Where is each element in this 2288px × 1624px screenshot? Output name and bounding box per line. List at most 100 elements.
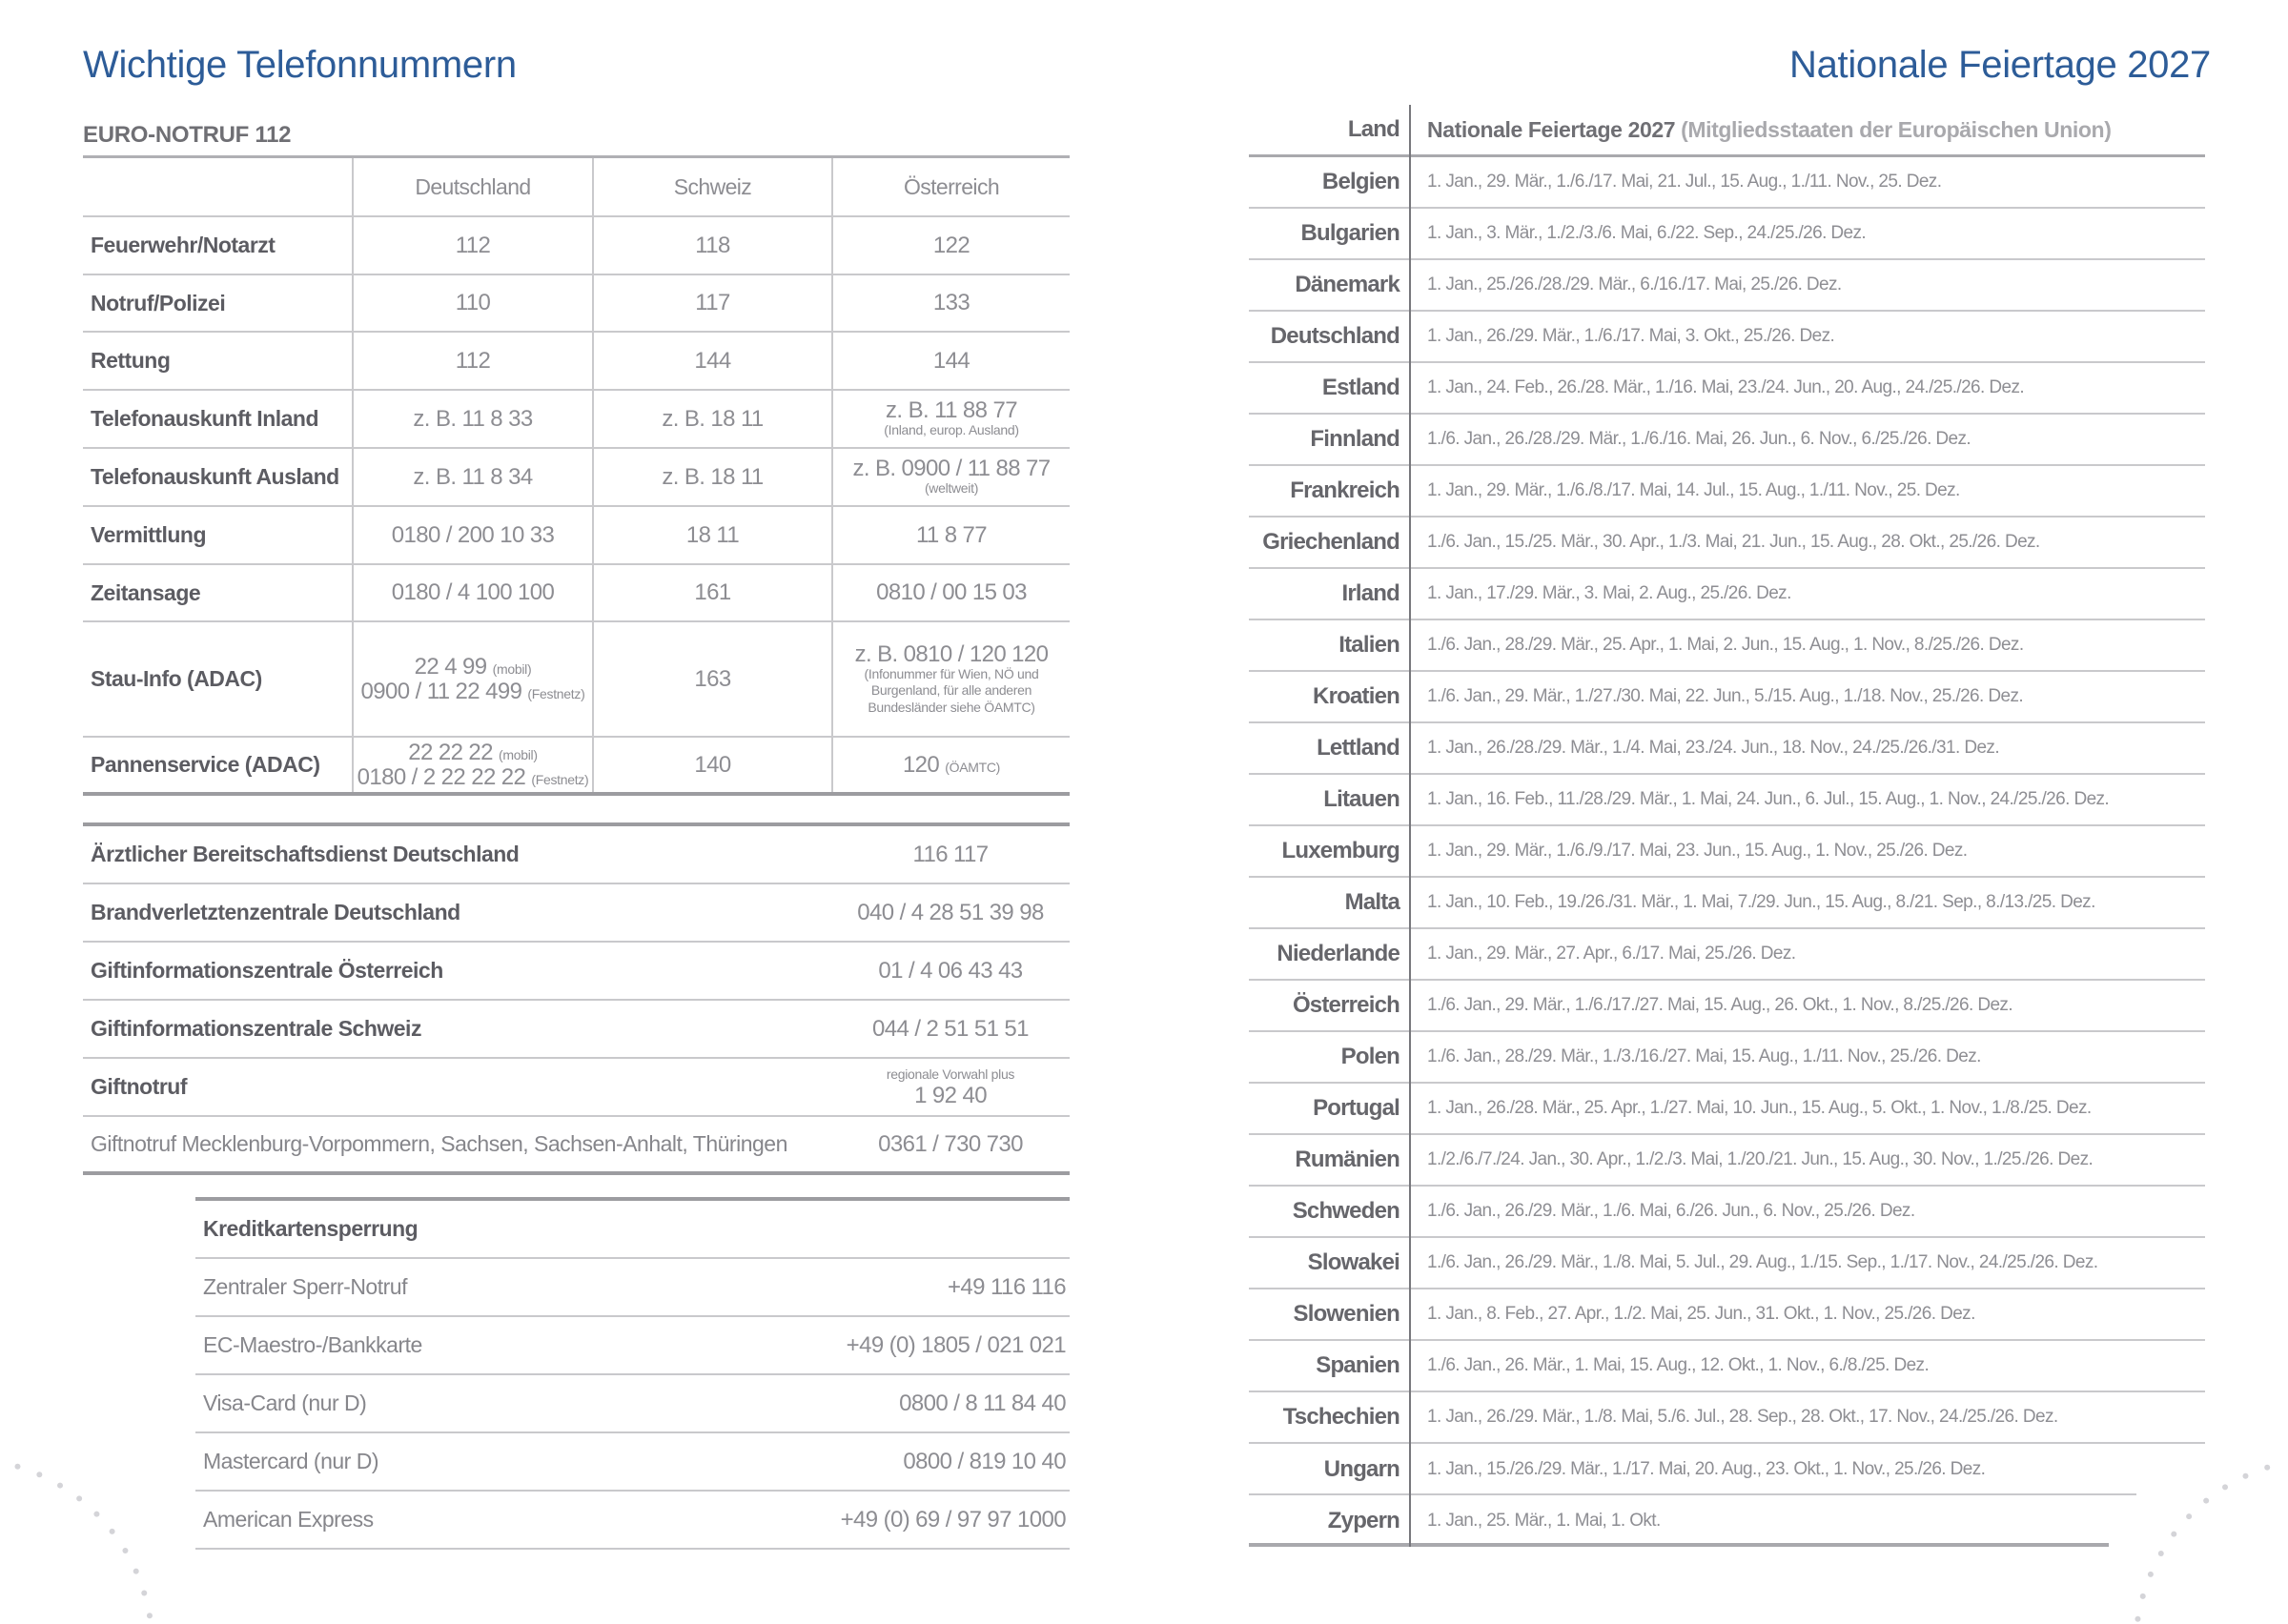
card-row: EC-Maestro-/Bankkarte +49 (0) 1805 / 021 … xyxy=(195,1317,1070,1375)
holiday-dates: 1. Jan., 25./26./28./29. Mär., 6./16./17… xyxy=(1427,274,1842,294)
holiday-row: Lettland 1. Jan., 26./28./29. Mär., 1./4.… xyxy=(1249,723,2205,775)
holiday-row: Polen 1./6. Jan., 28./29. Mär., 1./3./16.… xyxy=(1249,1032,2205,1084)
number-line: 0180 / 4 100 100 xyxy=(392,580,555,604)
number-value: 144 xyxy=(932,347,970,374)
service-number: 01 / 4 06 43 43 xyxy=(831,943,1070,999)
number-value: 0180 / 4 100 100 xyxy=(391,579,555,606)
holiday-row: Bulgarien 1. Jan., 3. Mär., 1./2./3./6. M… xyxy=(1249,209,2205,260)
holiday-row: Malta 1. Jan., 10. Feb., 19./26./31. Mär.… xyxy=(1249,878,2205,929)
row-label: Feuerwehr/Notarzt xyxy=(91,233,276,258)
number-cell: 144 xyxy=(592,333,831,389)
number-line: 22 4 99 (mobil) xyxy=(415,655,532,679)
service-label: Ärztlicher Bereitschaftsdienst Deutschla… xyxy=(91,842,520,867)
table-row: Feuerwehr/Notarzt 112 118 122 xyxy=(83,217,1070,275)
decorative-dot xyxy=(93,1511,100,1517)
number-cell: 117 xyxy=(592,275,831,331)
holidays-table-header: Land Nationale Feiertage 2027 (Mitglieds… xyxy=(1249,105,2205,157)
table-row: Telefonauskunft Ausland z. B. 11 8 34 z. B… xyxy=(83,449,1070,507)
decorative-dot xyxy=(14,1463,21,1470)
table-row: Telefonauskunft Inland z. B. 11 8 33 z. B.… xyxy=(83,391,1070,449)
service-label: Giftnotruf xyxy=(91,1074,188,1100)
holiday-row: Belgien 1. Jan., 29. Mär., 1./6./17. Mai,… xyxy=(1249,157,2205,209)
card-row: Mastercard (nur D) 0800 / 819 10 40 xyxy=(195,1433,1070,1492)
number-line: 133 xyxy=(933,291,970,315)
number-cell: 11 8 77 xyxy=(831,507,1070,563)
holiday-dates: 1./6. Jan., 15./25. Mär., 30. Apr., 1./3… xyxy=(1427,532,2040,552)
holiday-row: Dänemark 1. Jan., 25./26./28./29. Mär., 6… xyxy=(1249,260,2205,312)
card-section-title: Kreditkartensperrung xyxy=(203,1216,419,1242)
decorative-dot xyxy=(146,1613,153,1619)
holiday-dates: 1./6. Jan., 28./29. Mär., 1./3./16./27. … xyxy=(1427,1046,1981,1066)
number-cell: 0180 / 4 100 100 xyxy=(352,565,592,620)
number-line: 0900 / 11 22 499 (Festnetz) xyxy=(361,679,585,703)
country-name: Malta xyxy=(1344,889,1400,915)
number-cell: z. B. 0900 / 11 88 77 (weltweit) xyxy=(831,449,1070,505)
service-value: 040 / 4 28 51 39 98 xyxy=(857,899,1044,925)
service-row: Giftinformationszentrale Österreich 01 / … xyxy=(83,943,1070,1001)
country-name: Rumänien xyxy=(1295,1147,1399,1172)
country-name: Dänemark xyxy=(1295,272,1399,297)
service-value: 1 92 40 xyxy=(914,1082,987,1108)
country-name: Estland xyxy=(1321,375,1400,400)
number-value: 0180 / 2 22 22 22 xyxy=(357,763,526,790)
card-label: EC-Maestro-/Bankkarte xyxy=(203,1332,422,1358)
number-cell: 163 xyxy=(592,622,831,736)
number-note: (ÖAMTC) xyxy=(945,759,1001,775)
holiday-dates: 1. Jan., 15./26./29. Mär., 1./17. Mai, 2… xyxy=(1427,1459,1986,1479)
decorative-dot xyxy=(2135,1615,2141,1622)
country-name: Slowakei xyxy=(1307,1249,1400,1275)
country-name: Italien xyxy=(1338,632,1400,658)
number-cell: z. B. 11 8 34 xyxy=(352,449,592,505)
number-line: 120 (ÖAMTC) xyxy=(903,753,1000,777)
number-cell: 112 xyxy=(352,333,592,389)
card-header-row: Kreditkartensperrung xyxy=(195,1201,1070,1259)
row-label: Telefonauskunft Ausland xyxy=(91,464,339,490)
number-line: 0810 / 00 15 03 xyxy=(876,580,1027,604)
number-value: 18 11 xyxy=(685,521,740,548)
holiday-row: Spanien 1./6. Jan., 26. Mär., 1. Mai, 15.… xyxy=(1249,1341,2205,1392)
column-header: Österreich xyxy=(831,158,1070,215)
service-number: 044 / 2 51 51 51 xyxy=(831,1001,1070,1057)
country-name: Griechenland xyxy=(1262,529,1400,555)
number-line: 112 xyxy=(456,233,491,257)
service-label: Giftinformationszentrale Österreich xyxy=(91,958,443,984)
service-label: Giftinformationszentrale Schweiz xyxy=(91,1016,421,1042)
number-value: z. B. 0900 / 11 88 77 xyxy=(852,456,1051,482)
country-name: Zypern xyxy=(1327,1508,1400,1533)
number-cell: 140 xyxy=(592,738,831,792)
decorative-dot xyxy=(2222,1484,2229,1491)
number-note: (Festnetz) xyxy=(531,771,589,787)
decorative-dot xyxy=(141,1590,148,1596)
holiday-row: Estland 1. Jan., 24. Feb., 26./28. Mär., … xyxy=(1249,363,2205,415)
holiday-dates: 1./6. Jan., 29. Mär., 1./27./30. Mai, 22… xyxy=(1427,686,2024,706)
holiday-row: Griechenland 1./6. Jan., 15./25. Mär., 30… xyxy=(1249,518,2205,569)
number-cell: z. B. 11 8 33 xyxy=(352,391,592,447)
decorative-dot xyxy=(2139,1593,2146,1599)
holiday-dates: 1. Jan., 26./28./29. Mär., 1./4. Mai, 23… xyxy=(1427,738,2000,758)
number-note: (Festnetz) xyxy=(527,685,585,701)
country-name: Lettland xyxy=(1317,735,1400,761)
holiday-row: Litauen 1. Jan., 16. Feb., 11./28./29. Mä… xyxy=(1249,775,2205,826)
service-label: Giftnotruf Mecklenburg-Vorpommern, Sachs… xyxy=(91,1131,787,1157)
number-line: z. B. 11 8 34 xyxy=(413,465,533,489)
row-label: Zeitansage xyxy=(91,579,201,605)
card-row: American Express +49 (0) 69 / 97 97 1000 xyxy=(195,1492,1070,1550)
number-cell: 110 xyxy=(352,275,592,331)
number-line: 117 xyxy=(695,291,730,315)
number-subnote: (Inland, europ. Ausland) xyxy=(884,422,1019,438)
holiday-dates: 1. Jan., 10. Feb., 19./26./31. Mär., 1. … xyxy=(1427,892,2095,912)
service-number: 040 / 4 28 51 39 98 xyxy=(831,884,1070,941)
holiday-dates: 1. Jan., 29. Mär., 1./6./8./17. Mai, 14.… xyxy=(1427,480,1960,500)
number-value: 0810 / 00 15 03 xyxy=(876,579,1027,606)
number-value: 140 xyxy=(694,751,731,778)
country-name: Bulgarien xyxy=(1300,220,1400,246)
number-value: z. B. 0810 / 120 120 xyxy=(854,640,1049,667)
holiday-row: Italien 1./6. Jan., 28./29. Mär., 25. Apr… xyxy=(1249,620,2205,672)
credit-card-block-table: Kreditkartensperrung Zentraler Sperr-Notr… xyxy=(195,1197,1070,1550)
holiday-dates: 1. Jan., 25. Mär., 1. Mai, 1. Okt. xyxy=(1427,1511,1661,1531)
card-number: +49 (0) 69 / 97 97 1000 xyxy=(840,1506,1067,1533)
number-value: 122 xyxy=(932,232,970,258)
holiday-row: Slowenien 1. Jan., 8. Feb., 27. Apr., 1./… xyxy=(1249,1289,2205,1341)
country-name: Kroatien xyxy=(1313,683,1400,709)
card-label: Zentraler Sperr-Notruf xyxy=(203,1274,407,1300)
